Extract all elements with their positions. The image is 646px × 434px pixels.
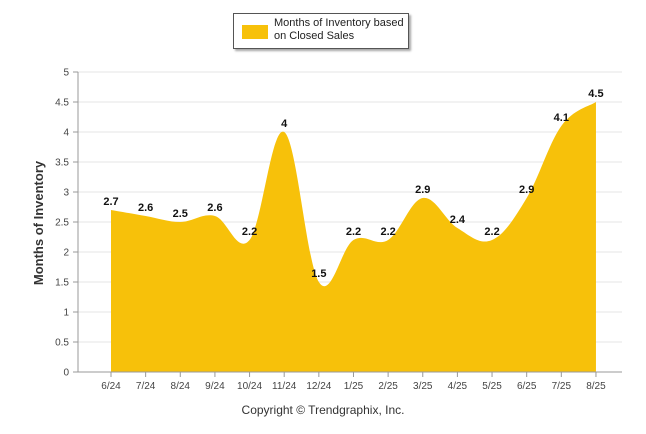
legend-label: Months of Inventory based on Closed Sale… [274,17,404,42]
data-labels: 2.7 2.6 2.5 2.6 2.2 4 1.5 2.2 2.2 2.9 2.4 2.2 2.9 4.1… [103,88,603,280]
x-tick-label: 3/25 [413,381,433,392]
y-tick-label: 3 [63,188,69,199]
x-tick-label: 5/25 [482,381,502,392]
x-tick-labels: 6/24 7/24 8/24 9/24 10/24 11/24 12/24 1/25 2/25 3… [101,372,606,392]
x-tick-label: 8/25 [586,381,606,392]
x-tick-label: 2/25 [378,381,398,392]
x-tick-label: 12/24 [306,381,331,392]
data-label: 2.6 [138,202,153,214]
x-tick-label: 6/24 [101,381,121,392]
legend-swatch [242,25,268,39]
data-label: 2.7 [103,196,118,208]
area-fill [111,102,596,372]
x-tick-label: 11/24 [272,381,297,392]
x-tick-label: 7/24 [136,381,156,392]
data-label: 4.5 [588,88,603,100]
y-tick-labels: 0 0.5 1 1.5 2 2.5 3 3.5 4 4.5 5 [55,68,69,379]
data-label: 1.5 [311,268,326,280]
data-label: 2.2 [380,226,395,238]
y-tick-label: 4.5 [55,98,69,109]
x-tick-label: 9/24 [205,381,225,392]
data-label: 2.4 [450,214,466,226]
data-label: 2.2 [242,226,257,238]
y-tick-label: 2 [63,248,69,259]
x-tick-label: 6/25 [517,381,537,392]
data-label: 2.2 [346,226,361,238]
legend: Months of Inventory based on Closed Sale… [233,13,409,49]
x-tick-label: 8/24 [171,381,191,392]
copyright-text: Copyright © Trendgraphix, Inc. [241,403,405,417]
y-tick-label: 3.5 [55,158,69,169]
x-tick-label: 10/24 [237,381,262,392]
x-tick-label: 7/25 [552,381,572,392]
data-label: 2.5 [173,208,188,220]
data-label: 2.9 [519,184,534,196]
data-label: 4 [281,118,288,130]
data-label: 2.2 [484,226,499,238]
data-label: 2.9 [415,184,430,196]
y-tick-label: 0.5 [55,338,69,349]
y-tick-label: 1.5 [55,278,69,289]
data-label: 4.1 [554,112,569,124]
y-axis-title: Months of Inventory [31,160,46,285]
axes [77,72,622,373]
area-series [111,102,596,372]
x-tick-label: 1/25 [344,381,364,392]
data-label: 2.6 [207,202,222,214]
y-tick-label: 0 [63,368,69,379]
x-tick-label: 4/25 [448,381,468,392]
y-tick-label: 1 [63,308,69,319]
y-tick-label: 5 [63,68,69,79]
y-tick-label: 2.5 [55,218,69,229]
y-tick-label: 4 [63,128,69,139]
